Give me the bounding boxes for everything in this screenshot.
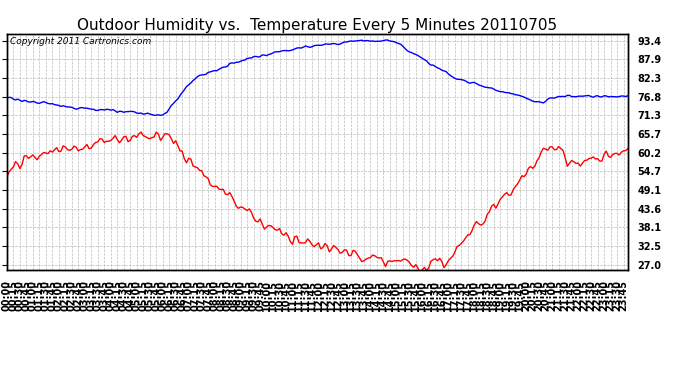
Text: Copyright 2011 Cartronics.com: Copyright 2011 Cartronics.com: [10, 37, 151, 46]
Title: Outdoor Humidity vs.  Temperature Every 5 Minutes 20110705: Outdoor Humidity vs. Temperature Every 5…: [77, 18, 558, 33]
